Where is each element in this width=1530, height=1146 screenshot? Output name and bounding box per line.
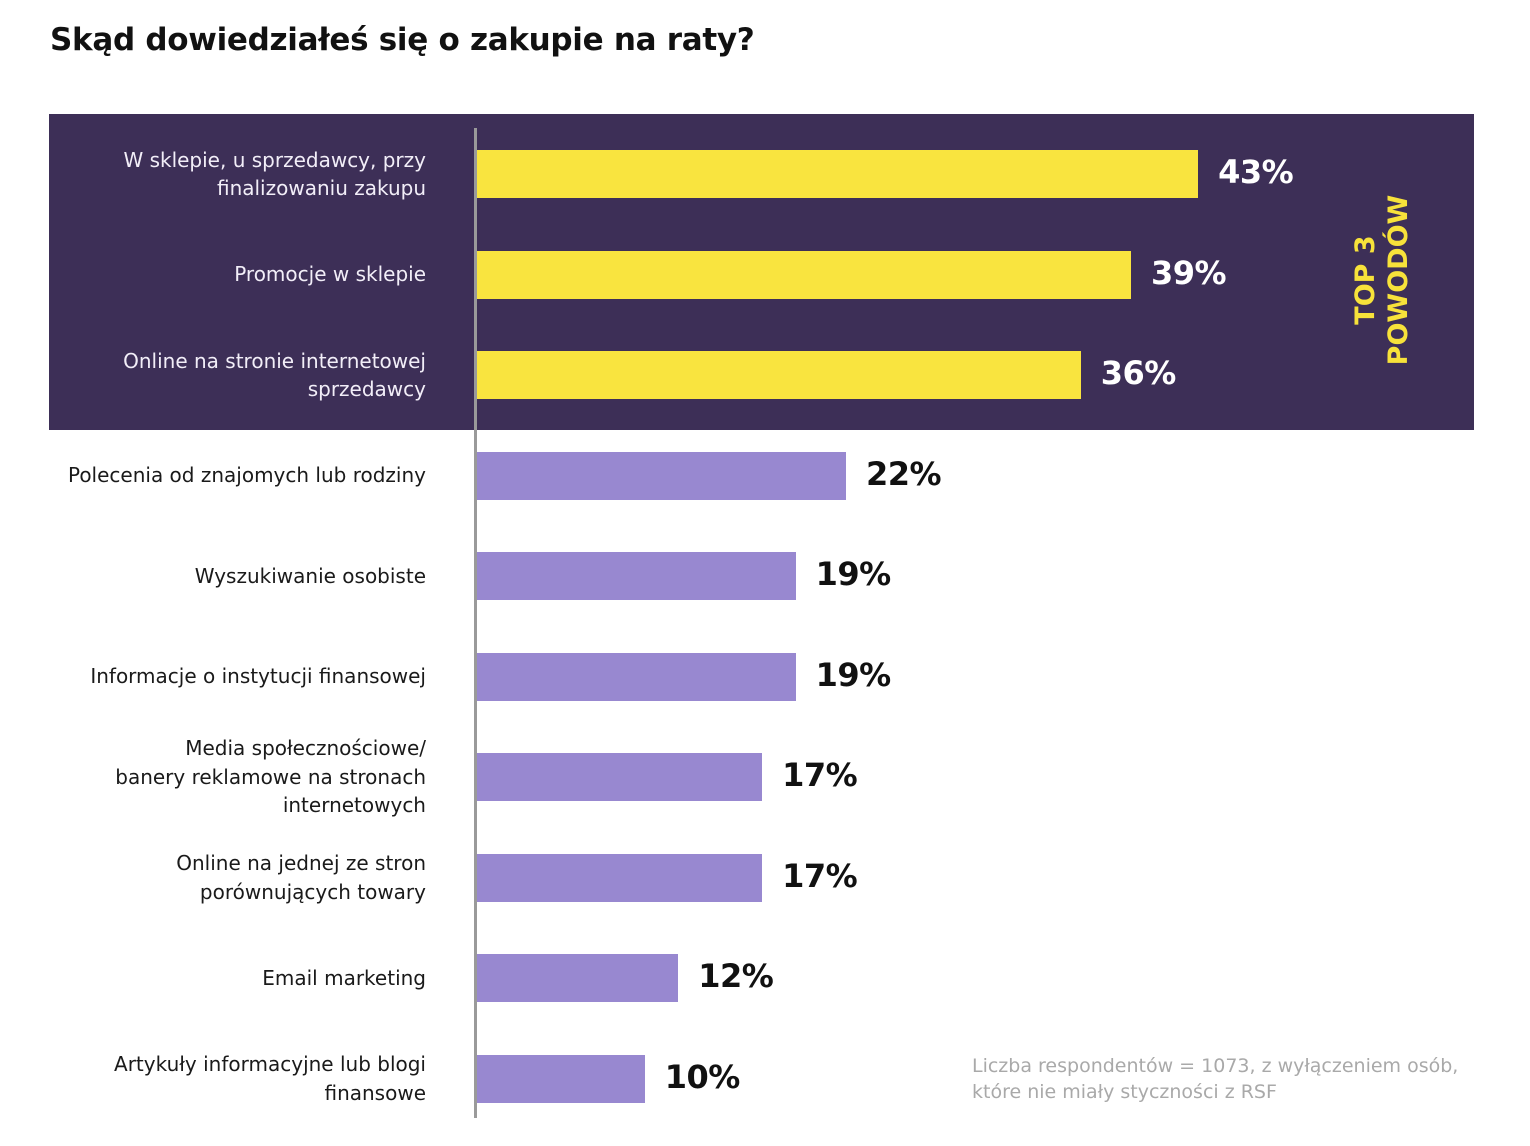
bar — [477, 652, 796, 701]
bar — [477, 552, 796, 600]
category-label-line: sprzedawcy — [307, 377, 426, 401]
category-label: Online na stronie internetowej sprzedawcy — [6, 347, 426, 404]
category-label-line: finansowe — [324, 1080, 426, 1105]
category-label-line: Promocje w sklepie — [234, 262, 426, 287]
data-label: 10% — [664, 1057, 741, 1096]
data-label: 22% — [865, 454, 942, 493]
data-label: 39% — [1151, 253, 1227, 292]
top3-annotation-line-2: POWODÓW — [1383, 194, 1414, 366]
category-label: Informacje o instytucji finansowej — [6, 662, 426, 691]
data-label: 19% — [815, 655, 892, 694]
category-label-line: Wyszukiwanie osobiste — [194, 563, 426, 588]
bar-highlight — [477, 250, 1132, 299]
footnote-line-2: które nie miały styczności z RSF — [972, 1081, 1277, 1103]
category-label-line: Artykuły informacyjne lub blogi — [114, 1052, 426, 1076]
category-label: Polecenia od znajomych lub rodziny — [6, 461, 426, 490]
chart-title: Skąd dowiedziałeś się o zakupie na raty? — [50, 22, 755, 58]
category-label-line: Informacje o instytucji finansowej — [90, 664, 426, 689]
category-label-line: Online na jednej ze stron — [176, 851, 426, 875]
category-label: Email marketing — [6, 964, 426, 993]
bar — [477, 451, 846, 500]
category-label-line: banery reklamowe na stronach — [115, 764, 426, 789]
category-label-line: porównujących towary — [199, 879, 426, 904]
category-label: Media społecznościowe/banery reklamowe n… — [6, 734, 426, 820]
data-label: 36% — [1100, 354, 1177, 392]
category-label: Wyszukiwanie osobiste — [6, 562, 426, 591]
data-label: 43% — [1218, 153, 1294, 191]
category-label-line: W sklepie, u sprzedawcy, przy — [123, 147, 426, 172]
category-label-line: finalizowaniu zakupu — [216, 176, 426, 200]
bar — [477, 1054, 645, 1103]
data-label: 17% — [782, 756, 858, 794]
data-label: 12% — [698, 957, 774, 995]
footnote: Liczba respondentów = 1073, z wyłączenie… — [972, 1053, 1472, 1105]
data-label: 19% — [815, 555, 892, 593]
bar — [477, 954, 679, 1002]
category-label-line: Media społecznościowe/ — [185, 736, 426, 761]
bar-highlight — [477, 150, 1199, 198]
category-label-line: Email marketing — [262, 965, 426, 990]
data-label: 17% — [782, 856, 858, 895]
category-axis-line — [474, 128, 477, 1118]
bar — [477, 853, 763, 902]
top3-annotation: TOP 3 POWODÓW — [1349, 195, 1415, 366]
category-label: W sklepie, u sprzedawcy, przy finalizowan… — [6, 146, 426, 203]
bar — [477, 753, 763, 801]
category-label-line: internetowych — [282, 793, 426, 818]
category-label-line: Polecenia od znajomych lub rodziny — [67, 463, 426, 488]
footnote-line-1: Liczba respondentów = 1073, z wyłączenie… — [972, 1055, 1459, 1077]
bar-highlight — [477, 351, 1081, 399]
category-label-line: Online na stronie internetowej — [123, 348, 426, 373]
category-label: Promocje w sklepie — [6, 260, 426, 289]
top3-annotation-line-1: TOP 3 — [1350, 235, 1381, 325]
category-label: Online na jednej ze stron porównujących t… — [6, 849, 426, 906]
category-label: Artykuły informacyjne lub blogi finansowe — [6, 1050, 426, 1107]
